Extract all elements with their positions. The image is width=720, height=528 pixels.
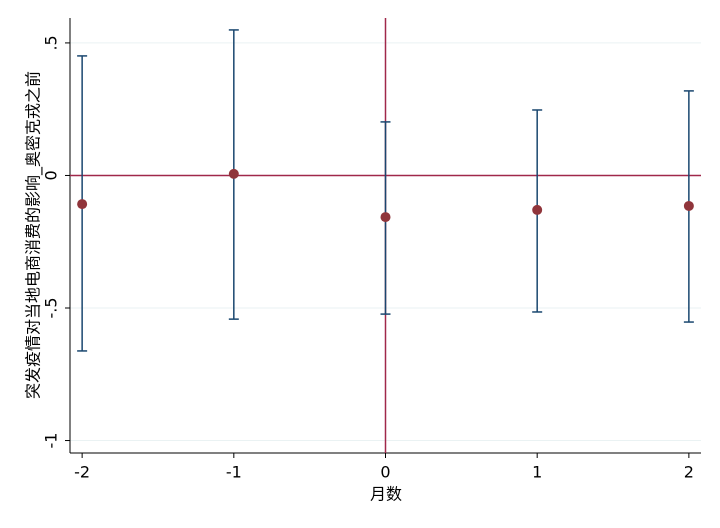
point (380, 212, 391, 223)
y-tick-label: -.5 (42, 297, 61, 318)
y-tick-label: -1 (42, 433, 61, 449)
x-tick-label: 2 (684, 463, 694, 482)
point (532, 204, 543, 215)
x-tick-label: 0 (380, 463, 390, 482)
x-axis-label: 月数 (370, 485, 402, 504)
y-axis-label: 突发疫情对当地电商消费的影响_奥密克戎之前 (24, 71, 44, 399)
point (228, 168, 239, 179)
x-tick-label: 1 (532, 463, 542, 482)
point (683, 200, 694, 211)
point (77, 199, 88, 210)
x-tick-label: -1 (226, 463, 242, 482)
x-tick-label: -2 (74, 463, 90, 482)
y-tick-label: 0 (42, 170, 61, 180)
y-tick-label: .5 (42, 35, 61, 50)
